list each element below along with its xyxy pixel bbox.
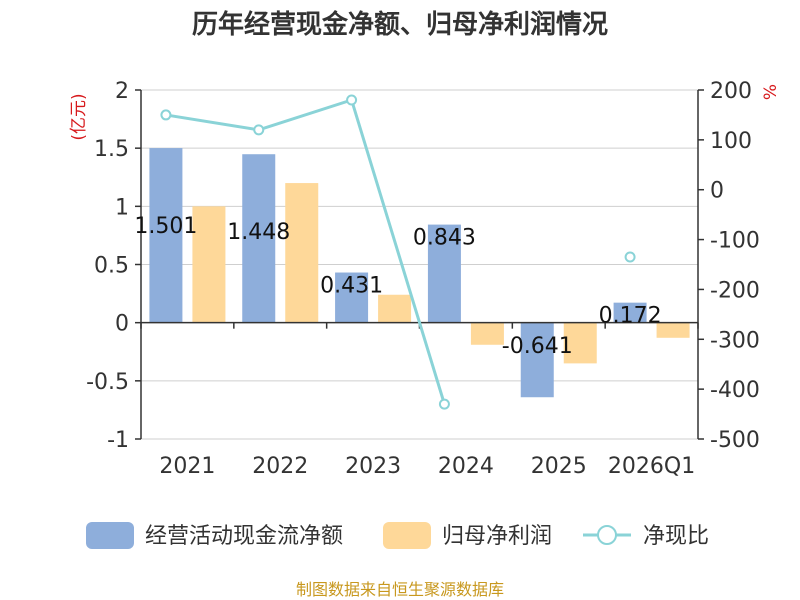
data-label: 1.501 [134,214,197,239]
right-axis-tick-label: -100 [710,229,760,254]
bar-net-profit[interactable] [470,322,504,345]
left-axis-tick-label: 1.5 [94,137,129,162]
data-label: 1.448 [227,220,290,245]
data-label: -0.641 [502,334,573,359]
legend-swatch-cash-flow[interactable] [86,522,134,549]
bar-net-profit[interactable] [378,294,412,323]
legend-label-net-profit[interactable]: 归母净利润 [442,524,552,549]
x-axis-tick-label: 2023 [345,454,401,479]
legend-label-cash-flow[interactable]: 经营活动现金流净额 [145,524,343,549]
legend-label-ratio[interactable]: 净现比 [643,524,709,549]
x-axis-tick-label: 2026Q1 [608,454,695,479]
left-axis-unit: (亿元) [69,93,89,140]
data-label: 0.843 [413,226,476,251]
left-axis-tick-label: -0.5 [86,370,129,395]
legend[interactable]: 经营活动现金流净额 归母净利润 净现比 [86,522,709,549]
left-axis-tick-label: -1 [107,428,129,453]
right-axis-tick-label: -300 [710,328,760,353]
line-point[interactable] [253,124,265,136]
bar-cash-flow[interactable] [613,302,647,323]
x-axis-tick-label: 2024 [438,454,494,479]
right-axis-tick-label: 0 [710,179,724,204]
left-axis-tick-label: 0 [115,312,129,337]
x-axis-tick-label: 2025 [531,454,587,479]
legend-swatch-net-profit[interactable] [383,522,431,549]
left-axis-tick-label: 1 [115,195,129,220]
bar-cash-flow[interactable] [149,148,183,323]
right-axis-tick-label: 200 [710,79,752,104]
bar-series [149,148,690,398]
line-point[interactable] [624,251,636,263]
line-point[interactable] [346,94,358,106]
axes: 2 1.5 1 0.5 0 -0.5 -1 200 100 0 -100 -200 -300 -400 -5… [86,79,760,479]
source-note: 制图数据来自恒生聚源数据库 [296,580,504,599]
line-net-cash-ratio[interactable] [165,98,446,405]
data-label: 0.172 [599,304,662,329]
line-point[interactable] [160,109,172,121]
bar-net-profit[interactable] [563,322,597,364]
bar-cash-flow[interactable] [427,224,461,323]
data-labels: 1.501 1.448 0.431 0.843 -0.641 0.172 [134,214,661,359]
chart-title: 历年经营现金净额、归母净利润情况 [192,9,608,40]
left-axis-tick-label: 0.5 [94,254,129,279]
bar-net-profit[interactable] [192,206,226,323]
right-axis-tick-label: -500 [710,428,760,453]
right-axis-unit: % [761,84,781,100]
legend-swatch-marker[interactable] [597,525,617,545]
right-axis-tick-label: 100 [710,129,752,154]
x-axis-tick-label: 2021 [159,454,215,479]
bar-cash-flow[interactable] [242,154,276,323]
right-axis-tick-label: -200 [710,278,760,303]
data-label: 0.431 [320,274,383,299]
x-axis-tick-label: 2022 [252,454,308,479]
line-series [160,94,636,410]
bar-cash-flow[interactable] [335,272,369,323]
line-point[interactable] [438,398,450,410]
bar-cash-flow[interactable] [520,322,554,398]
right-axis-tick-label: -400 [710,378,760,403]
bar-net-profit[interactable] [285,183,319,323]
bar-net-profit[interactable] [656,322,690,338]
left-axis-tick-label: 2 [115,79,129,104]
